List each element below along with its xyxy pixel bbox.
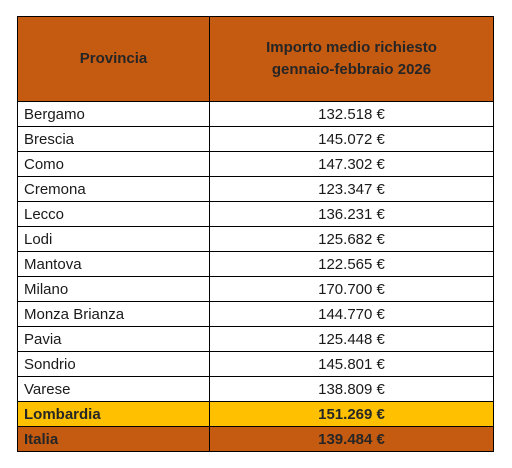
table-row: Lodi 125.682 € — [17, 226, 494, 252]
importo-cell: 144.770 € — [209, 301, 494, 327]
table-row: Como 147.302 € — [17, 151, 494, 177]
provincia-cell: Milano — [17, 276, 210, 302]
table-row: Pavia 125.448 € — [17, 326, 494, 352]
provincia-cell: Como — [17, 151, 210, 177]
importo-cell: 145.801 € — [209, 351, 494, 377]
importo-cell: 132.518 € — [209, 101, 494, 127]
header-row: Provincia Importo medio richiesto gennai… — [17, 16, 494, 102]
importo-cell: 147.302 € — [209, 151, 494, 177]
table-row: Sondrio 145.801 € — [17, 351, 494, 377]
importo-medio-table: Provincia Importo medio richiesto gennai… — [17, 16, 494, 452]
importo-cell: 170.700 € — [209, 276, 494, 302]
provincia-cell: Pavia — [17, 326, 210, 352]
table-row: Bergamo 132.518 € — [17, 101, 494, 127]
lombardia-label: Lombardia — [17, 401, 210, 427]
table-body: Bergamo 132.518 € Brescia 145.072 € Como… — [17, 101, 494, 452]
importo-cell: 145.072 € — [209, 126, 494, 152]
provincia-cell: Brescia — [17, 126, 210, 152]
italia-label: Italia — [17, 426, 210, 452]
provincia-cell: Lecco — [17, 201, 210, 227]
provincia-cell: Monza Brianza — [17, 301, 210, 327]
table-row: Cremona 123.347 € — [17, 176, 494, 202]
table-row: Monza Brianza 144.770 € — [17, 301, 494, 327]
total-row-lombardia: Lombardia 151.269 € — [17, 401, 494, 427]
importo-cell: 125.448 € — [209, 326, 494, 352]
header-importo-line2: gennaio-febbraio 2026 — [271, 61, 432, 78]
importo-cell: 123.347 € — [209, 176, 494, 202]
importo-cell: 138.809 € — [209, 376, 494, 402]
table-row: Mantova 122.565 € — [17, 251, 494, 277]
provincia-cell: Cremona — [17, 176, 210, 202]
table-row: Brescia 145.072 € — [17, 126, 494, 152]
header-importo: Importo medio richiesto gennaio-febbraio… — [209, 16, 494, 102]
table-row: Lecco 136.231 € — [17, 201, 494, 227]
table-row: Milano 170.700 € — [17, 276, 494, 302]
total-row-italia: Italia 139.484 € — [17, 426, 494, 452]
table-header: Provincia Importo medio richiesto gennai… — [17, 16, 494, 102]
provincia-cell: Lodi — [17, 226, 210, 252]
provincia-cell: Bergamo — [17, 101, 210, 127]
table-row: Varese 138.809 € — [17, 376, 494, 402]
header-provincia: Provincia — [17, 16, 210, 102]
provincia-cell: Sondrio — [17, 351, 210, 377]
italia-importo: 139.484 € — [209, 426, 494, 452]
importo-cell: 125.682 € — [209, 226, 494, 252]
importo-cell: 136.231 € — [209, 201, 494, 227]
provincia-cell: Varese — [17, 376, 210, 402]
provincia-cell: Mantova — [17, 251, 210, 277]
header-importo-line1: Importo medio richiesto — [266, 39, 437, 56]
importo-cell: 122.565 € — [209, 251, 494, 277]
lombardia-importo: 151.269 € — [209, 401, 494, 427]
